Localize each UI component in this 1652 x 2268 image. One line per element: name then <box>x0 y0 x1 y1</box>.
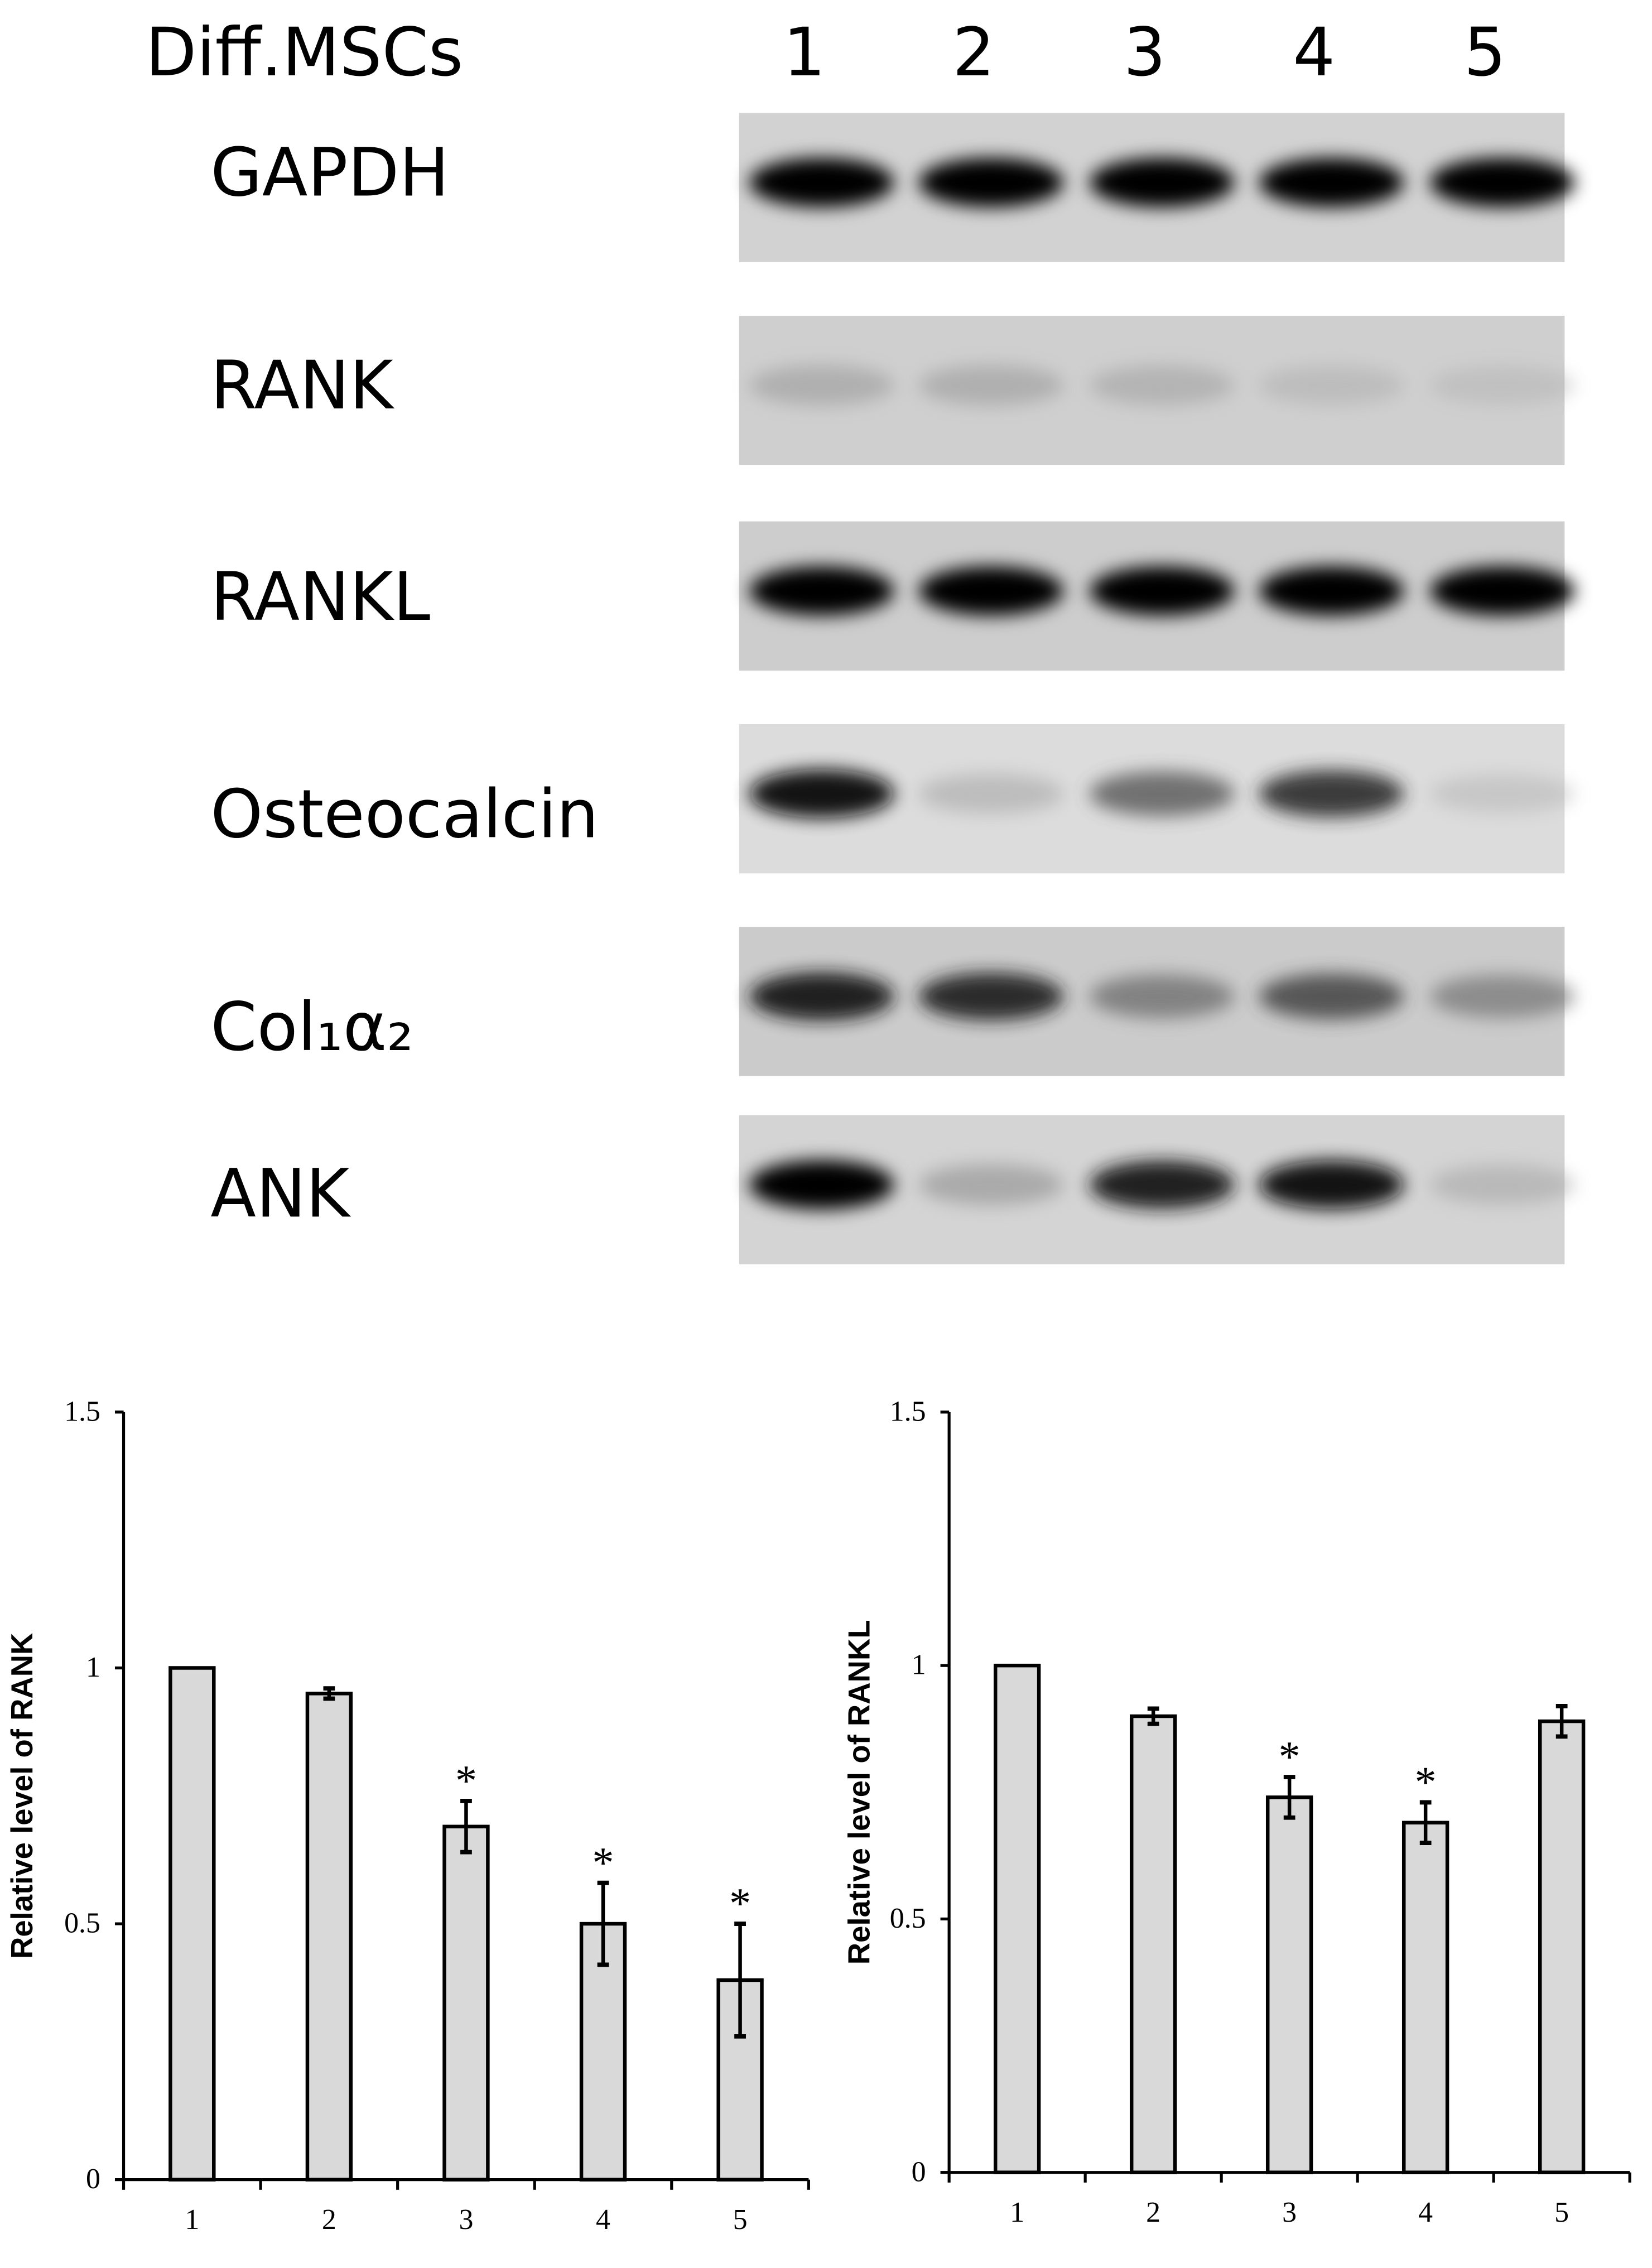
bar <box>168 1666 216 2182</box>
blot-band <box>1259 770 1404 817</box>
bar <box>305 1692 353 2182</box>
y-tick-label: 1.5 <box>890 1395 926 1427</box>
y-tick-label: 1 <box>86 1651 100 1683</box>
significance-mark: * <box>593 1838 614 1886</box>
lane-label: 2 <box>952 14 995 92</box>
bar <box>1265 1795 1313 2174</box>
y-tick-label: 0.5 <box>64 1908 100 1939</box>
error-bar <box>460 1799 472 1855</box>
blot-row-label: Col₁α₂ <box>210 989 413 1066</box>
error-bar <box>1147 1706 1159 1726</box>
x-tick-label: 3 <box>459 2204 473 2236</box>
error-bar <box>1419 1800 1432 1846</box>
x-tick-label: 4 <box>1418 2197 1433 2228</box>
blot-band <box>749 566 894 616</box>
y-tick-label: 1.5 <box>64 1395 100 1427</box>
blot-band <box>1089 566 1235 616</box>
blot-band <box>1429 566 1575 616</box>
significance-mark: * <box>1415 1758 1437 1806</box>
y-tick-label: 0 <box>86 2163 100 2195</box>
y-tick-label: 0.5 <box>890 1903 926 1934</box>
blot-band <box>1259 157 1404 208</box>
blot-band <box>1429 157 1575 208</box>
y-axis-label: Relative level of RANKL <box>842 1620 876 1964</box>
blot-row-label: Osteocalcin <box>210 776 599 853</box>
y-tick-label: 0 <box>912 2156 926 2188</box>
blot-header: Diff.MSCs <box>145 14 463 92</box>
blot-band <box>749 769 894 818</box>
error-bar <box>1555 1703 1568 1739</box>
bar <box>1538 1719 1586 2174</box>
blot-band <box>918 773 1064 814</box>
blot-row-label: RANK <box>210 347 394 425</box>
x-tick-label: 1 <box>185 2204 199 2236</box>
blot-row-label: RANKL <box>210 558 430 636</box>
error-bar <box>597 1880 609 1967</box>
bar <box>993 1663 1041 2174</box>
blot-band <box>749 365 894 406</box>
blot-band <box>749 157 894 208</box>
blot-band <box>1429 975 1575 1018</box>
x-tick-label: 1 <box>1010 2197 1024 2228</box>
significance-mark: * <box>729 1880 751 1928</box>
bar <box>1129 1714 1177 2174</box>
x-tick-label: 2 <box>1146 2197 1160 2228</box>
error-bar <box>1283 1775 1295 1820</box>
bar <box>442 1824 490 2182</box>
lane-label: 1 <box>783 14 826 92</box>
blot-band <box>918 157 1064 208</box>
blot-band <box>1089 974 1235 1018</box>
blot-band <box>1429 1164 1575 1205</box>
x-tick-label: 2 <box>322 2204 336 2236</box>
blot-band <box>1259 1160 1404 1209</box>
blot-band <box>918 1164 1064 1206</box>
x-tick-label: 5 <box>733 2204 748 2236</box>
lane-label: 4 <box>1293 14 1335 92</box>
blot-row-label: GAPDH <box>210 134 449 211</box>
bar <box>1401 1821 1449 2174</box>
blot-band <box>1089 771 1235 816</box>
blot-band <box>1089 157 1235 208</box>
y-axis-label: Relative level of RANK <box>5 1633 39 1959</box>
blot-band <box>1429 774 1575 813</box>
blot-band <box>1089 365 1235 406</box>
blot-band <box>1089 1161 1235 1209</box>
x-tick-label: 3 <box>1282 2197 1297 2228</box>
y-tick-label: 1 <box>912 1649 926 1681</box>
blot-band <box>918 365 1064 406</box>
significance-mark: * <box>1279 1733 1301 1781</box>
lane-label: 5 <box>1464 14 1506 92</box>
blot-row-label: ANK <box>210 1155 351 1232</box>
significance-mark: * <box>455 1757 477 1805</box>
blot-band <box>1259 973 1404 1019</box>
error-bar <box>734 1922 746 2039</box>
lane-label: 3 <box>1124 14 1166 92</box>
blot-band <box>918 972 1064 1020</box>
blot-band <box>918 566 1064 616</box>
blot-band <box>1259 365 1404 405</box>
x-tick-label: 5 <box>1554 2197 1569 2228</box>
error-bar <box>323 1686 335 1701</box>
blot-band <box>749 1160 894 1210</box>
blot-band <box>749 972 894 1020</box>
x-tick-label: 4 <box>596 2204 610 2236</box>
blot-band <box>1259 566 1404 616</box>
blot-band <box>1429 365 1575 405</box>
